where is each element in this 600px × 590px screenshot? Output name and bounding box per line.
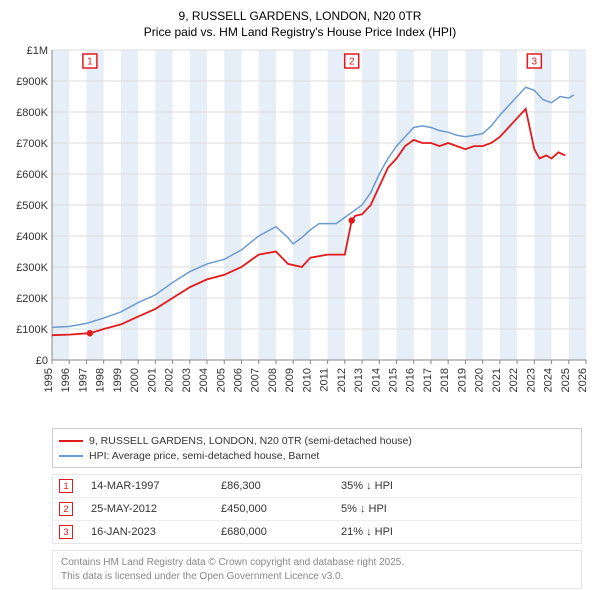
legend-label: HPI: Average price, semi-detached house,…	[89, 450, 319, 462]
legend-row: 9, RUSSELL GARDENS, LONDON, N20 0TR (sem…	[59, 433, 575, 448]
marker-hpi-diff: 35% ↓ HPI	[341, 480, 461, 492]
chart-title: 9, RUSSELL GARDENS, LONDON, N20 0TR Pric…	[8, 8, 592, 40]
x-tick-label: 2011	[319, 368, 331, 392]
marker-number-icon: 1	[59, 479, 73, 493]
marker-row: 3 16-JAN-2023£680,00021% ↓ HPI	[53, 521, 581, 543]
x-tick-label: 2006	[232, 368, 244, 392]
y-tick-label: £200K	[16, 293, 48, 305]
marker-date: 14-MAR-1997	[91, 480, 221, 492]
sale-point	[87, 330, 93, 336]
x-tick-label: 1995	[43, 368, 55, 392]
x-tick-label: 2024	[543, 368, 555, 392]
x-tick-label: 2013	[353, 368, 365, 392]
x-tick-label: 2020	[474, 368, 486, 392]
chart-container: 9, RUSSELL GARDENS, LONDON, N20 0TR Pric…	[0, 0, 600, 590]
marker-number-icon: 2	[59, 502, 73, 516]
y-tick-label: £300K	[16, 262, 48, 274]
marker-hpi-diff: 5% ↓ HPI	[341, 503, 461, 515]
marker-price: £450,000	[221, 503, 341, 515]
y-tick-label: £500K	[16, 200, 48, 212]
x-tick-label: 2008	[267, 368, 279, 392]
x-tick-label: 2017	[422, 368, 434, 392]
x-tick-label: 2003	[181, 368, 193, 392]
x-tick-label: 2005	[215, 368, 227, 392]
y-tick-label: £1M	[27, 45, 48, 57]
legend-swatch	[59, 455, 83, 457]
y-tick-label: £0	[36, 355, 48, 367]
chart-plot-area: £0 £100K £200K £300K £400K £500K £600K £700K £80…	[8, 44, 592, 424]
chart-svg: £0 £100K £200K £300K £400K £500K £600K £700K £80…	[8, 44, 592, 424]
marker-hpi-diff: 21% ↓ HPI	[341, 526, 461, 538]
marker-label-3: 3	[532, 57, 538, 68]
x-tick-label: 1996	[60, 368, 72, 392]
marker-row: 1 14-MAR-1997£86,30035% ↓ HPI	[53, 475, 581, 498]
x-tick-label: 2025	[560, 368, 572, 392]
marker-number-icon: 3	[59, 525, 73, 539]
y-tick-label: £900K	[16, 76, 48, 88]
attribution-footer: Contains HM Land Registry data © Crown c…	[52, 550, 582, 589]
x-tick-label: 2004	[198, 368, 210, 392]
x-tick-label: 2022	[508, 368, 520, 392]
title-subtitle: Price paid vs. HM Land Registry's House …	[8, 24, 592, 40]
y-tick-label: £600K	[16, 169, 48, 181]
x-tick-label: 2026	[577, 368, 589, 392]
x-tick-label: 2000	[129, 368, 141, 392]
x-tick-label: 2019	[456, 368, 468, 392]
y-tick-label: £100K	[16, 324, 48, 336]
x-tick-label: 2002	[164, 368, 176, 392]
legend: 9, RUSSELL GARDENS, LONDON, N20 0TR (sem…	[52, 428, 582, 468]
sale-point	[349, 218, 355, 224]
title-address: 9, RUSSELL GARDENS, LONDON, N20 0TR	[8, 8, 592, 24]
marker-label-1: 1	[87, 57, 93, 68]
legend-label: 9, RUSSELL GARDENS, LONDON, N20 0TR (sem…	[89, 435, 412, 447]
x-tick-label: 2001	[146, 368, 158, 392]
marker-price: £86,300	[221, 480, 341, 492]
markers-table: 114-MAR-1997£86,30035% ↓ HPI225-MAY-2012…	[52, 474, 582, 544]
marker-date: 25-MAY-2012	[91, 503, 221, 515]
legend-row: HPI: Average price, semi-detached house,…	[59, 448, 575, 463]
y-tick-label: £800K	[16, 107, 48, 119]
x-tick-label: 2018	[439, 368, 451, 392]
x-tick-label: 2012	[336, 368, 348, 392]
x-tick-label: 2015	[388, 368, 400, 392]
marker-price: £680,000	[221, 526, 341, 538]
footer-line2: This data is licensed under the Open Gov…	[61, 570, 573, 584]
x-tick-label: 1998	[95, 368, 107, 392]
y-tick-label: £700K	[16, 138, 48, 150]
x-tick-label: 2014	[370, 368, 382, 392]
x-tick-label: 2010	[301, 368, 313, 392]
y-tick-label: £400K	[16, 231, 48, 243]
x-tick-label: 2023	[525, 368, 537, 392]
x-tick-label: 2007	[250, 368, 262, 392]
marker-label-2: 2	[349, 57, 355, 68]
x-tick-label: 1999	[112, 368, 124, 392]
x-tick-label: 1997	[77, 368, 89, 392]
marker-row: 2 25-MAY-2012£450,0005% ↓ HPI	[53, 498, 581, 521]
legend-swatch	[59, 440, 83, 442]
x-tick-label: 2009	[284, 368, 296, 392]
x-tick-label: 2021	[491, 368, 503, 392]
footer-line1: Contains HM Land Registry data © Crown c…	[61, 556, 573, 570]
x-tick-label: 2016	[405, 368, 417, 392]
marker-date: 16-JAN-2023	[91, 526, 221, 538]
